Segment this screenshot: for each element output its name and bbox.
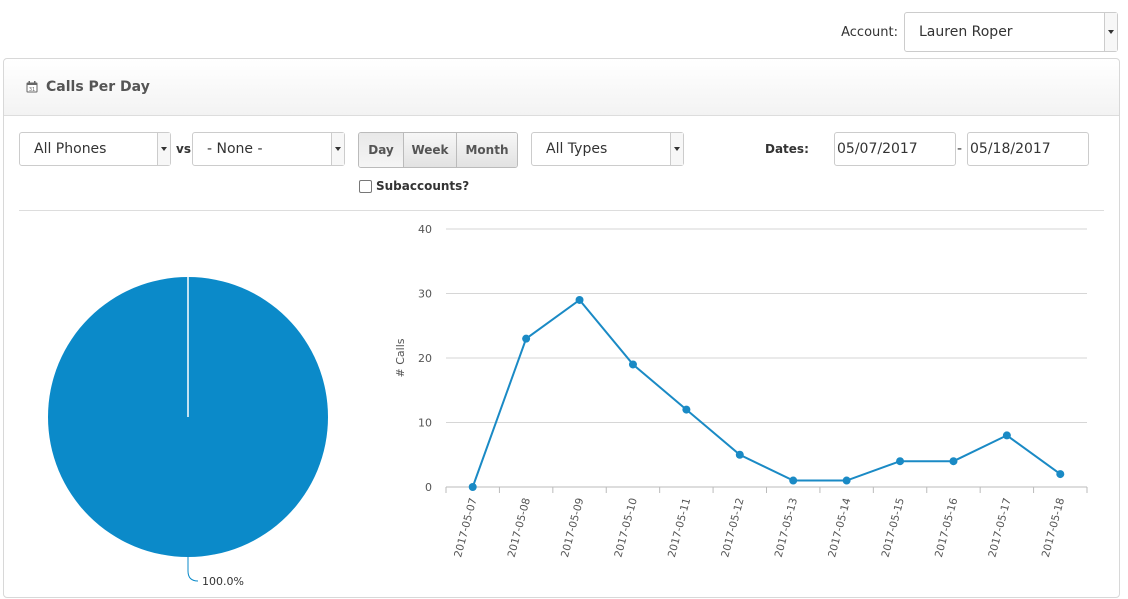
- pie-label-connector: [187, 557, 199, 582]
- compare-select-value: - None -: [207, 141, 263, 157]
- x-tick-label: 2017-05-18: [1040, 497, 1067, 559]
- types-select[interactable]: All Types: [531, 132, 684, 166]
- x-tick-label: 2017-05-16: [933, 496, 960, 558]
- vs-label: vs: [176, 142, 191, 156]
- data-point: [575, 295, 584, 304]
- data-point: [468, 483, 477, 491]
- month-button[interactable]: Month: [457, 133, 517, 167]
- x-tick-label: 2017-05-10: [612, 497, 639, 559]
- phones-select-value: All Phones: [34, 141, 107, 157]
- panel-header: 31 Calls Per Day: [4, 59, 1119, 116]
- data-point: [896, 457, 905, 466]
- period-button-group: Day Week Month: [358, 132, 518, 168]
- account-label: Account:: [841, 24, 898, 40]
- subaccounts-checkbox[interactable]: [359, 179, 372, 193]
- day-button[interactable]: Day: [359, 133, 404, 167]
- data-point: [1002, 431, 1011, 440]
- dates-label: Dates:: [765, 142, 809, 156]
- y-tick-label: 10: [418, 417, 432, 430]
- x-tick-label: 2017-05-11: [666, 497, 693, 559]
- page-title: Calls Per Day: [46, 79, 150, 95]
- x-tick-label: 2017-05-12: [719, 497, 746, 559]
- series-line: [471, 298, 1061, 488]
- date-to-input[interactable]: 05/18/2017: [967, 132, 1089, 166]
- date-separator: -: [957, 141, 963, 157]
- data-point: [628, 360, 637, 369]
- data-point: [949, 457, 958, 466]
- account-select-value: Lauren Roper: [919, 24, 1013, 40]
- y-tick-label: 30: [418, 288, 432, 301]
- chevron-down-icon: [157, 133, 170, 165]
- x-tick-label: 2017-05-08: [506, 497, 533, 559]
- data-point: [522, 334, 531, 343]
- subaccounts-toggle[interactable]: Subaccounts?: [359, 179, 469, 193]
- data-point: [842, 476, 851, 485]
- x-tick-label: 2017-05-14: [826, 496, 853, 558]
- divider: [19, 210, 1104, 211]
- compare-select[interactable]: - None -: [192, 132, 345, 166]
- data-point: [682, 405, 691, 414]
- x-tick-label: 2017-05-09: [559, 497, 586, 559]
- y-tick-label: 40: [418, 223, 432, 236]
- account-selector: Account: Lauren Roper: [841, 12, 1118, 52]
- week-button[interactable]: Week: [404, 133, 457, 167]
- x-tick-label: 2017-05-15: [880, 497, 907, 559]
- types-select-value: All Types: [546, 141, 608, 157]
- y-axis-label: # Calls: [394, 338, 407, 377]
- data-point: [789, 476, 798, 485]
- account-select[interactable]: Lauren Roper: [904, 12, 1118, 52]
- date-from-input[interactable]: 05/07/2017: [834, 132, 956, 166]
- filter-bar: All Phones vs - None - Day Week Month Al…: [19, 132, 1109, 212]
- pie-chart: 100.0%: [48, 277, 328, 588]
- x-tick-label: 2017-05-13: [773, 497, 800, 559]
- data-point: [735, 450, 744, 459]
- data-point: [1056, 470, 1065, 479]
- chevron-down-icon: [1104, 13, 1117, 51]
- calls-per-day-panel: 31 Calls Per Day All Phones vs - None - …: [3, 58, 1120, 598]
- x-tick-label: 2017-05-17: [986, 497, 1013, 559]
- svg-text:31: 31: [29, 87, 35, 93]
- chevron-down-icon: [331, 133, 344, 165]
- y-tick-label: 20: [418, 352, 432, 365]
- chevron-down-icon: [670, 133, 683, 165]
- subaccounts-label: Subaccounts?: [376, 179, 470, 193]
- calendar-icon: 31: [26, 81, 38, 93]
- x-tick-label: 2017-05-07: [452, 497, 479, 559]
- line-chart: 0 10 20 30 40 # Calls 2017-05-07 2017-05-08 2017…: [394, 223, 1088, 559]
- y-tick-label: 0: [425, 481, 432, 494]
- phones-select[interactable]: All Phones: [19, 132, 171, 166]
- pie-percent-label: 100.0%: [202, 575, 244, 588]
